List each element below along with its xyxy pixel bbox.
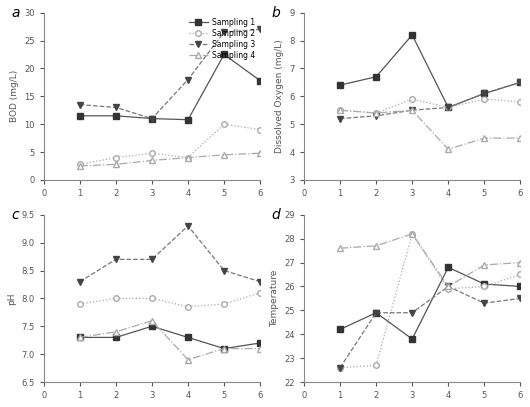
Y-axis label: pH: pH: [7, 292, 16, 305]
Y-axis label: Temperature: Temperature: [270, 270, 279, 327]
Legend: Sampling 1, Sampling 2, Sampling 3, Sampling 4: Sampling 1, Sampling 2, Sampling 3, Samp…: [187, 16, 257, 61]
Y-axis label: BOD (mg/L): BOD (mg/L): [10, 70, 19, 123]
Text: c: c: [11, 208, 19, 222]
Text: b: b: [271, 6, 280, 20]
Text: a: a: [11, 6, 20, 20]
Text: d: d: [271, 208, 280, 222]
Y-axis label: Dissolved Oxygen (mg/L): Dissolved Oxygen (mg/L): [275, 39, 284, 153]
